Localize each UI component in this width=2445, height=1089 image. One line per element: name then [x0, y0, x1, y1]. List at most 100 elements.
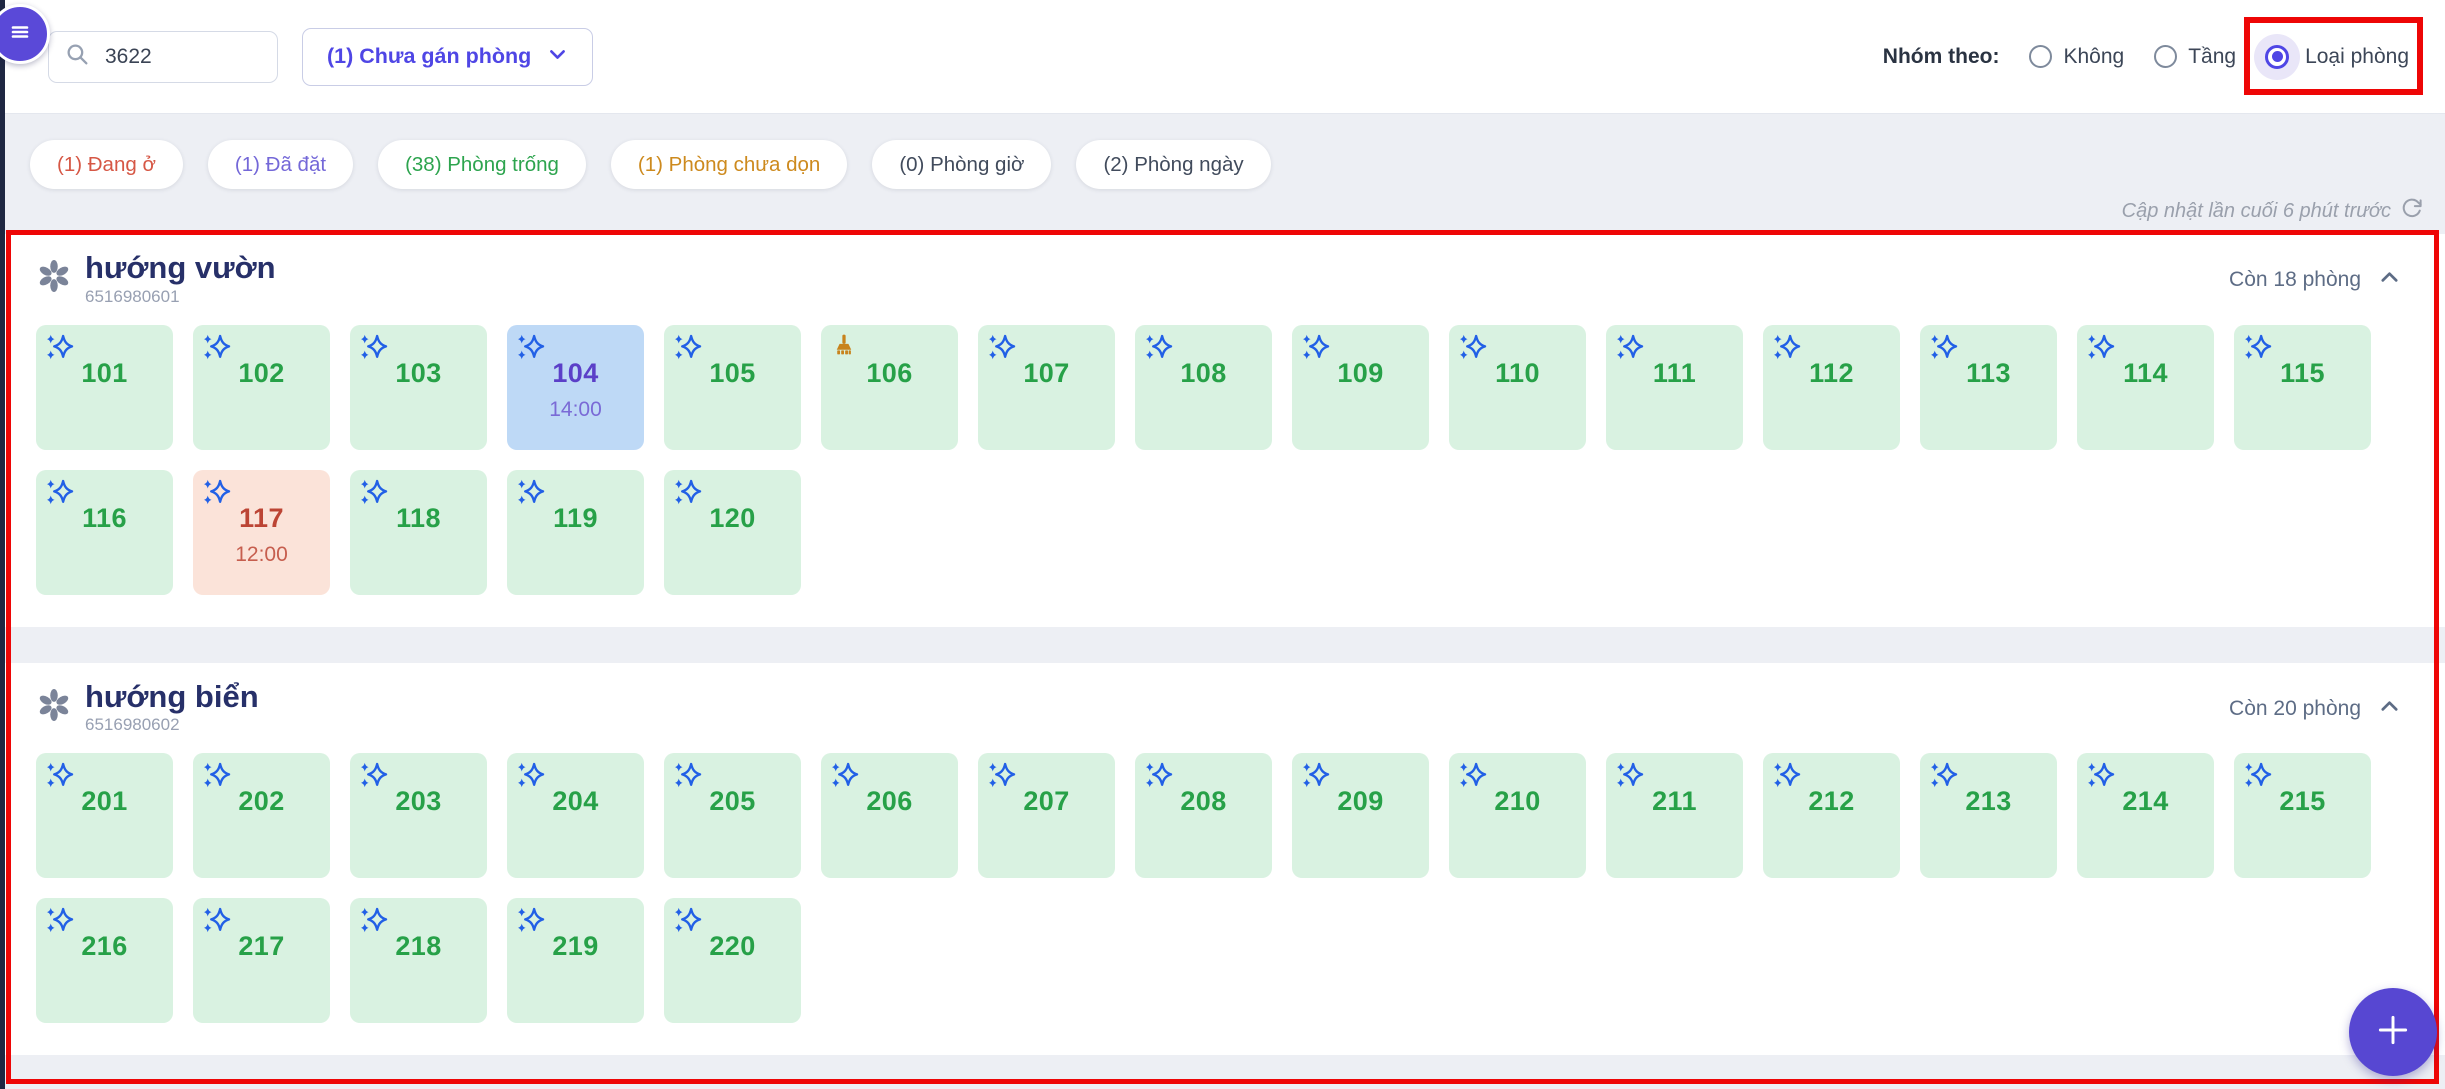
room-tile[interactable]: 112: [1763, 324, 1900, 450]
status-filter-chip[interactable]: (2) Phòng ngày: [1076, 140, 1271, 189]
room-number: 110: [1495, 357, 1540, 388]
room-number: 217: [238, 931, 285, 962]
room-tile[interactable]: 103: [350, 324, 487, 450]
status-chips-row: (1) Đang ở (1) Đã đặt (38) Phòng trống (…: [30, 140, 2445, 189]
room-tile[interactable]: 215: [2234, 753, 2371, 879]
room-tile[interactable]: 114: [2077, 324, 2214, 450]
room-tile[interactable]: 120: [664, 469, 801, 595]
room-tile[interactable]: 217: [193, 898, 330, 1024]
room-tile[interactable]: 105: [664, 324, 801, 450]
room-tile[interactable]: 216: [36, 898, 173, 1024]
room-number: 115: [2280, 357, 2325, 388]
room-number: 109: [1337, 357, 1384, 388]
room-tile[interactable]: 101: [36, 324, 173, 450]
room-number: 114: [2123, 357, 2168, 388]
room-tile[interactable]: 116: [36, 469, 173, 595]
radio-group-none[interactable]: Không: [2029, 45, 2124, 69]
room-tile[interactable]: 119: [507, 469, 644, 595]
room-tile[interactable]: 115: [2234, 324, 2371, 450]
status-filter-chip[interactable]: (1) Đang ở: [30, 140, 183, 189]
room-tile[interactable]: 220: [664, 898, 801, 1024]
sparkles-icon: [45, 479, 75, 511]
room-status-icon-slot: [45, 332, 75, 367]
section-header: hướng biển 6516980602 Còn 20 phòng: [36, 679, 2415, 736]
room-number: 218: [395, 931, 442, 962]
room-tile[interactable]: 203: [350, 753, 487, 879]
room-number: 112: [1809, 357, 1854, 388]
broom-icon: [830, 334, 858, 364]
sparkles-icon: [1929, 763, 1959, 794]
room-tile[interactable]: 104 14:00: [507, 324, 644, 450]
refresh-icon[interactable]: [2400, 197, 2423, 225]
room-tile[interactable]: 205: [664, 753, 801, 879]
room-status-icon-slot: [516, 905, 546, 940]
rooms-available-label: Còn 18 phòng: [2229, 268, 2361, 291]
room-tile[interactable]: 204: [507, 753, 644, 879]
room-tile[interactable]: 219: [507, 898, 644, 1024]
room-tile[interactable]: 214: [2077, 753, 2214, 879]
room-tile[interactable]: 102: [193, 324, 330, 450]
room-number: 205: [709, 786, 756, 817]
room-status-icon-slot: [1772, 332, 1802, 367]
filter-dropdown[interactable]: (1) Chưa gán phòng: [302, 27, 594, 86]
chevron-up-icon: [2378, 266, 2401, 294]
room-status-icon-slot: [202, 332, 232, 367]
room-tile[interactable]: 201: [36, 753, 173, 879]
room-number: 216: [81, 931, 128, 962]
sparkles-icon: [202, 908, 232, 939]
status-filter-chip[interactable]: (1) Đã đặt: [207, 140, 354, 189]
room-tile[interactable]: 209: [1292, 753, 1429, 879]
room-number: 209: [1337, 786, 1384, 817]
room-tile[interactable]: 117 12:00: [193, 469, 330, 595]
chip-label: (0) Phòng giờ: [899, 152, 1025, 176]
room-tile[interactable]: 212: [1763, 753, 1900, 879]
radio-group-room-type[interactable]: Loại phòng: [2244, 16, 2423, 95]
room-tile[interactable]: 110: [1449, 324, 1586, 450]
hamburger-menu-button[interactable]: [0, 4, 50, 64]
last-updated-text: Cập nhật lần cuối 6 phút trước: [2121, 199, 2391, 222]
add-button[interactable]: [2349, 988, 2437, 1076]
room-tile[interactable]: 207: [978, 753, 1115, 879]
room-status-icon-slot: [987, 760, 1017, 795]
room-tile[interactable]: 218: [350, 898, 487, 1024]
chevron-down-icon: [547, 44, 568, 70]
sparkles-icon: [1301, 763, 1331, 794]
radio-group-floor[interactable]: Tầng: [2154, 45, 2236, 69]
sparkles-icon: [1144, 763, 1174, 794]
room-number: 212: [1808, 786, 1855, 817]
sparkles-icon: [359, 334, 389, 366]
room-status-icon-slot: [2086, 332, 2116, 367]
sparkles-icon: [987, 763, 1017, 794]
room-tile[interactable]: 213: [1920, 753, 2057, 879]
room-tile[interactable]: 211: [1606, 753, 1743, 879]
room-number: 111: [1652, 357, 1697, 388]
room-tile[interactable]: 107: [978, 324, 1115, 450]
collapse-section-button[interactable]: [2378, 695, 2401, 723]
room-number: 207: [1023, 786, 1070, 817]
radio-circle: [2029, 45, 2053, 68]
room-status-icon-slot: [1615, 332, 1645, 367]
room-tile[interactable]: 206: [821, 753, 958, 879]
status-filter-chip[interactable]: (0) Phòng giờ: [872, 140, 1052, 189]
room-number: 208: [1180, 786, 1227, 817]
status-filter-chip[interactable]: (1) Phòng chưa dọn: [610, 140, 848, 189]
collapse-section-button[interactable]: [2378, 266, 2401, 294]
room-tile[interactable]: 210: [1449, 753, 1586, 879]
room-tile[interactable]: 109: [1292, 324, 1429, 450]
room-tile[interactable]: 202: [193, 753, 330, 879]
sparkles-icon: [516, 334, 546, 366]
room-tile[interactable]: 111: [1606, 324, 1743, 450]
search-input[interactable]: [103, 43, 247, 70]
room-number: 220: [709, 931, 756, 962]
room-tile[interactable]: 106: [821, 324, 958, 450]
room-status-icon-slot: [673, 905, 703, 940]
status-filter-chip[interactable]: (38) Phòng trống: [378, 140, 586, 189]
room-tile[interactable]: 208: [1135, 753, 1272, 879]
room-number: 211: [1652, 786, 1697, 817]
rooms-available-label: Còn 20 phòng: [2229, 696, 2361, 720]
room-tile[interactable]: 113: [1920, 324, 2057, 450]
room-status-icon-slot: [673, 477, 703, 512]
room-type-section: hướng vườn 6516980601 Còn 18 phòng 101: [5, 234, 2445, 627]
room-tile[interactable]: 108: [1135, 324, 1272, 450]
room-tile[interactable]: 118: [350, 469, 487, 595]
